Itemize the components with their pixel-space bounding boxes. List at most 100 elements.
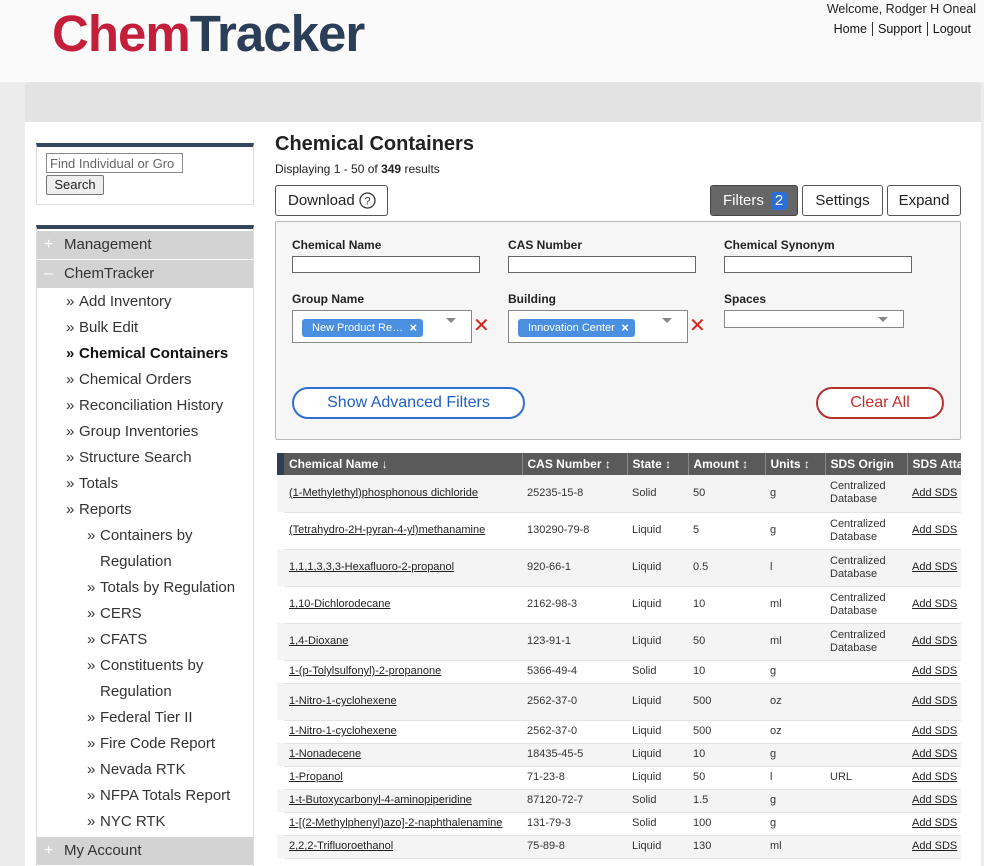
add-sds-link[interactable]: Add SDS [912, 725, 958, 737]
table-cell: 1-Nonadecene [284, 743, 522, 767]
menu-subitem[interactable]: Fire Code Report [37, 731, 251, 757]
column-header[interactable]: Units [765, 453, 826, 475]
row-strip [277, 743, 284, 766]
menu-item[interactable]: Chemical Containers [37, 341, 253, 367]
menu-item[interactable]: Totals [37, 471, 253, 497]
add-sds-link[interactable]: Add SDS [912, 665, 958, 677]
add-sds-link[interactable]: Add SDS [912, 748, 958, 760]
clear-all-button[interactable]: Clear All [816, 387, 944, 419]
menu-subitem[interactable]: Federal Tier II [37, 705, 251, 731]
clear-x[interactable]: ✕ [473, 315, 490, 337]
nav-link[interactable]: Support [871, 22, 927, 36]
menu-subitem[interactable]: Constituents by Regulation [37, 653, 251, 705]
menu-section[interactable]: Management [37, 231, 253, 259]
menu-subitem[interactable]: Totals by Regulation [37, 575, 251, 601]
settings-button[interactable]: Settings [802, 185, 883, 216]
menu-subitem[interactable]: NFPA Totals Report [37, 783, 251, 809]
menu-item[interactable]: Bulk Edit [37, 315, 253, 341]
table-cell [825, 683, 907, 721]
text-input[interactable] [292, 256, 480, 273]
add-sds-link[interactable]: Add SDS [912, 695, 958, 707]
chemical-link[interactable]: 1,10-Dichlorodecane [289, 598, 391, 610]
table-cell: oz [765, 683, 825, 721]
add-sds-link[interactable]: Add SDS [912, 598, 958, 610]
chemical-link[interactable]: 1,4-Dioxane [289, 635, 349, 647]
filter-label: Building [508, 292, 556, 306]
table-cell: Add SDS [907, 586, 961, 624]
search-button[interactable]: Search [46, 175, 104, 195]
menu-subitem[interactable]: CFATS [37, 627, 251, 653]
text-input[interactable] [508, 256, 696, 273]
expand-button[interactable]: Expand [887, 185, 961, 216]
chemical-link[interactable]: (1-Methylethyl)phosphonous dichloride [289, 486, 478, 499]
column-header[interactable]: Chemical Name [284, 453, 523, 475]
chemical-link[interactable]: 1-Nonadecene [289, 748, 362, 760]
cell-text: 5366-49-4 [527, 665, 578, 677]
download-button[interactable]: Download ? [275, 185, 388, 216]
add-sds-link[interactable]: Add SDS [912, 635, 958, 647]
column-header[interactable]: State [627, 453, 689, 475]
search-input[interactable]: Find Individual or Gro [46, 153, 183, 173]
column-header[interactable]: SDS Atta [907, 453, 961, 475]
add-sds-link[interactable]: Add SDS [912, 771, 958, 783]
table-cell: Add SDS [907, 835, 961, 859]
menu-section[interactable]: My Account [37, 837, 253, 865]
menu-item[interactable]: Group Inventories [37, 419, 253, 445]
column-header[interactable]: CAS Number [522, 453, 628, 475]
group-select[interactable]: New Product Re… [292, 310, 472, 343]
table-cell: 1-Nitro-1-cyclohexene [284, 720, 522, 744]
result-count: Displaying 1 - 50 of 349 results [275, 162, 440, 176]
column-header[interactable]: SDS Origin [825, 453, 908, 475]
chemical-link[interactable]: 1-t-Butoxycarbonyl-4-aminopiperidine [289, 794, 472, 806]
table-cell: Liquid [627, 586, 688, 624]
nav-link[interactable]: Home [833, 22, 867, 36]
row-strip [277, 512, 284, 549]
add-sds-link[interactable]: Add SDS [912, 524, 958, 536]
menu-section[interactable]: ChemTracker [37, 260, 253, 288]
menu-subitem[interactable]: NYC RTK [37, 809, 251, 835]
menu-item[interactable]: Structure Search [37, 445, 253, 471]
menu-item[interactable]: Reports [37, 497, 253, 523]
menu-item[interactable]: Chemical Orders [37, 367, 253, 393]
filter-label: Spaces [724, 292, 767, 306]
chemical-link[interactable]: 1-Nitro-1-cyclohexene [289, 695, 397, 707]
chemical-link[interactable]: 1,1,1,3,3,3-Hexafluoro-2-propanol [289, 561, 455, 573]
menu-subitem[interactable]: Containers by Regulation [37, 523, 251, 575]
add-sds-link[interactable]: Add SDS [912, 561, 958, 573]
group-chip[interactable]: New Product Re… [302, 319, 424, 337]
chemical-link[interactable]: (Tetrahydro-2H-pyran-4-yl)methanamine [289, 524, 486, 536]
cell-text: 920-66-1 [527, 561, 572, 573]
advanced-filters-button[interactable]: Show Advanced Filters [292, 387, 525, 419]
row-strip [277, 586, 284, 623]
text-input[interactable] [724, 256, 912, 273]
chemical-link[interactable]: 1-[(2-Methylphenyl)azo]-2-naphthalenamin… [289, 817, 503, 829]
chemical-link[interactable]: 1-Propanol [289, 771, 343, 783]
add-sds-link[interactable]: Add SDS [912, 840, 958, 852]
menu-item[interactable]: Add Inventory [37, 289, 253, 315]
building-chip[interactable]: Innovation Center [518, 319, 635, 337]
row-strip [277, 549, 284, 586]
chemical-link[interactable]: 1-Nitro-1-cyclohexene [289, 725, 397, 737]
clear-x[interactable]: ✕ [689, 315, 706, 337]
add-sds-link[interactable]: Add SDS [912, 486, 958, 499]
cell-text: Liquid [632, 725, 662, 737]
column-title: Chemical Name [289, 457, 388, 471]
add-sds-link[interactable]: Add SDS [912, 817, 958, 829]
column-header[interactable]: Amount [688, 453, 766, 475]
table-cell: Add SDS [907, 549, 961, 587]
menu-item[interactable]: Reconciliation History [37, 393, 253, 419]
nav-link[interactable]: Logout [926, 22, 976, 36]
menu-subitem[interactable]: CERS [37, 601, 251, 627]
column-title: CAS Number [528, 457, 611, 471]
table-cell: 100 [688, 812, 765, 836]
building-select[interactable]: Innovation Center [508, 310, 688, 343]
chemical-link[interactable]: 2,2,2-Trifluoroethanol [289, 840, 394, 852]
logo[interactable]: ChemTracker [52, 4, 365, 63]
table-cell: Solid [627, 660, 688, 684]
filters-button[interactable]: Filters 2 [710, 185, 798, 216]
add-sds-link[interactable]: Add SDS [912, 794, 958, 806]
spaces-select[interactable] [724, 310, 904, 328]
cell-text: ml [770, 840, 782, 852]
chemical-link[interactable]: 1-(p-Tolylsulfonyl)-2-propanone [289, 665, 442, 677]
menu-subitem[interactable]: Nevada RTK [37, 757, 251, 783]
